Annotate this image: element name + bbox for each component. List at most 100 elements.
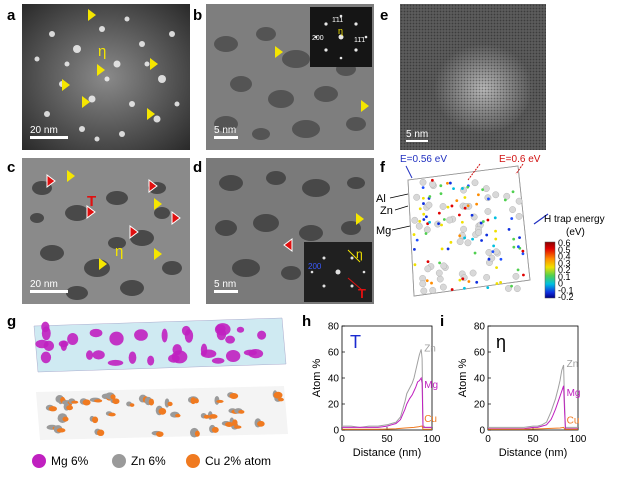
al-atom — [411, 216, 419, 224]
cu-cluster — [110, 394, 116, 400]
panel-f-atom-mg: Mg — [376, 225, 391, 237]
cu-cluster — [97, 429, 105, 437]
h-site — [499, 257, 503, 261]
panel-g-figure — [22, 312, 302, 452]
h-site — [467, 280, 471, 283]
panel-b-micrograph: 1̄11 11̄1 200 η 5 nm — [206, 4, 374, 150]
mg-cluster — [86, 350, 94, 360]
panel-a-label: a — [7, 7, 16, 24]
al-atom — [469, 269, 477, 277]
panel-g-svg — [33, 317, 288, 440]
cu-cluster — [91, 416, 99, 424]
legend-zn-dot — [112, 454, 126, 468]
al-atom — [439, 283, 447, 291]
legend-mg: Mg 6% — [32, 453, 88, 469]
panel-d-inset-200: 200 — [308, 262, 322, 271]
cu-cluster — [158, 408, 167, 415]
series-line-zn — [488, 364, 578, 428]
h-site — [418, 207, 422, 211]
legend-cu: Cu 2% atom — [186, 453, 271, 469]
x-axis-label: Distance (nm) — [353, 447, 421, 459]
x-tick-label: 50 — [527, 434, 539, 445]
y-tick-label: 60 — [474, 348, 486, 359]
panel-h-label: h — [302, 313, 312, 330]
series-label-cu: Cu — [567, 415, 580, 426]
al-atom — [423, 226, 431, 234]
panel-e-micrograph: 5 nm — [400, 4, 546, 150]
h-site — [460, 220, 464, 224]
panel-c-svg: T η 20 nm — [22, 158, 190, 304]
h-site — [446, 181, 449, 185]
h-site — [430, 178, 434, 182]
h-site — [448, 181, 452, 185]
series-line-mg — [342, 376, 432, 428]
h-site — [418, 219, 422, 223]
al-atom — [485, 249, 493, 256]
h-site — [439, 192, 443, 196]
h-site — [457, 213, 461, 217]
al-atom — [482, 185, 490, 192]
panel-d-svg: 200 η T 5 nm — [206, 158, 374, 304]
h-site — [440, 247, 444, 251]
series-line-zn — [342, 349, 432, 428]
h-site — [495, 266, 498, 270]
h-site — [412, 233, 416, 236]
panel-a-eta-label: η — [98, 43, 106, 60]
cu-cluster — [234, 425, 242, 429]
cu-cluster — [232, 419, 238, 427]
cu-cluster — [229, 392, 239, 399]
h-site — [422, 218, 426, 221]
h-site — [430, 281, 433, 285]
al-atom — [419, 178, 427, 186]
panel-b-spot-2: 11̄1 — [354, 37, 365, 44]
x-tick-label: 100 — [424, 434, 441, 445]
h-site — [471, 237, 474, 241]
cu-cluster — [211, 426, 219, 433]
h-site — [470, 213, 474, 217]
al-atom — [464, 239, 472, 247]
panel-b-spot-3: 200 — [312, 35, 324, 42]
series-label-mg: Mg — [567, 388, 581, 399]
h-site — [486, 286, 490, 290]
cu-cluster — [56, 428, 66, 433]
cu-cluster — [216, 399, 224, 403]
h-site — [437, 222, 440, 226]
cu-cluster — [71, 400, 79, 404]
phase-label: T — [350, 332, 361, 352]
h-site — [512, 237, 516, 241]
h-site — [512, 245, 516, 249]
y-tick-label: 20 — [474, 400, 486, 411]
series-label-zn: Zn — [567, 359, 579, 370]
cu-cluster — [190, 397, 196, 405]
legend-cu-label: Cu 2% atom — [205, 454, 272, 468]
cu-cluster — [148, 398, 155, 406]
h-site — [480, 239, 483, 242]
panel-f-energy-low: E=0.56 eV — [400, 154, 447, 165]
cu-cluster — [238, 410, 245, 414]
h-site — [495, 282, 499, 285]
al-atom — [439, 203, 447, 210]
h-site — [424, 215, 428, 219]
mg-cluster — [60, 340, 68, 352]
h-site — [486, 218, 490, 222]
al-atom — [483, 273, 491, 281]
cu-cluster — [175, 413, 181, 418]
panel-f-energy-high: E=0.6 eV — [499, 154, 541, 165]
y-tick-label: 60 — [328, 348, 340, 359]
mg-cluster — [236, 326, 245, 333]
legend-cu-dot — [186, 454, 200, 468]
panel-a-svg: η 20 nm — [22, 4, 190, 150]
al-atom — [413, 193, 421, 201]
al-atom — [435, 269, 443, 277]
legend-mg-label: Mg 6% — [51, 454, 89, 468]
h-site — [491, 250, 495, 253]
h-site — [476, 193, 480, 197]
cu-cluster — [257, 420, 265, 427]
h-site — [437, 211, 441, 215]
cu-cluster — [194, 430, 200, 437]
mg-cluster — [168, 354, 180, 363]
panel-c-T-label: T — [87, 193, 96, 210]
h-site — [494, 229, 497, 233]
y-tick-label: 0 — [479, 426, 485, 437]
